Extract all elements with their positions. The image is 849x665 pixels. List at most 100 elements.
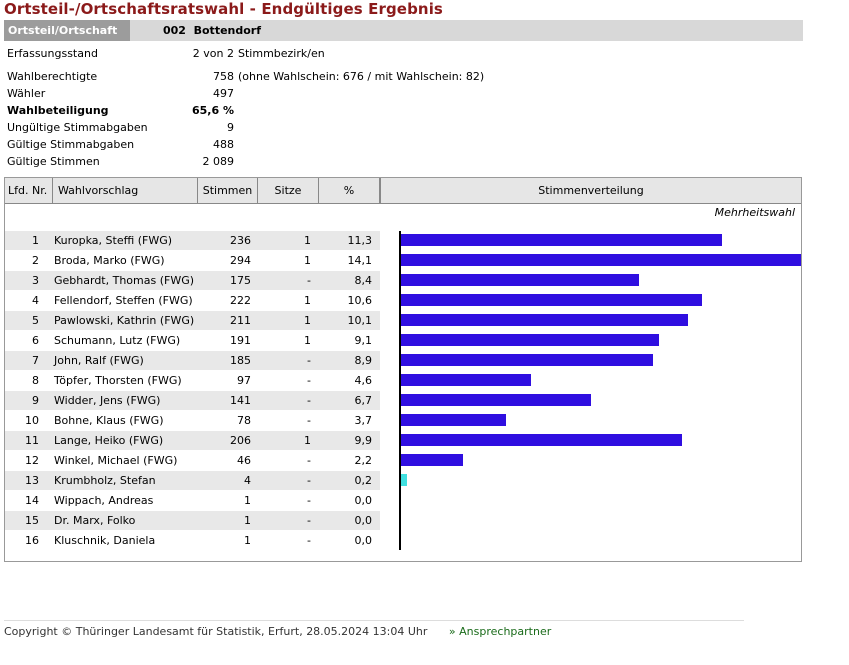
table-header: Lfd. Nr. Wahlvorschlag Stimmen Sitze % S…: [5, 178, 801, 204]
cell-votes: 1: [244, 494, 251, 507]
cell-nr: 14: [25, 494, 39, 507]
area-bar: Ortsteil/Ortschaft 002 Bottendorf: [4, 20, 803, 41]
table-row: 11 Lange, Heiko (FWG) 206 1 9,9: [5, 431, 801, 451]
area-label: Ortsteil/Ortschaft: [4, 20, 130, 41]
cell-pct: 0,0: [354, 494, 373, 507]
summary-value: 758: [213, 70, 234, 83]
cell-pct: 3,7: [354, 414, 373, 427]
table-row: 4 Fellendorf, Steffen (FWG) 222 1 10,6: [5, 291, 801, 311]
contact-link[interactable]: » Ansprechpartner: [448, 625, 552, 638]
cell-votes: 1: [244, 534, 251, 547]
vote-share-bar: [401, 454, 463, 466]
cell-name: Wippach, Andreas: [54, 494, 154, 507]
cell-name: John, Ralf (FWG): [54, 354, 144, 367]
cell-nr: 9: [32, 394, 39, 407]
cell-votes: 4: [244, 474, 251, 487]
table-row: 14 Wippach, Andreas 1 - 0,0: [5, 491, 801, 511]
col-header-distribution: Stimmenverteilung: [380, 178, 801, 203]
summary-value: 2 von 2: [192, 47, 234, 60]
summary-key: Gültige Stimmen: [7, 155, 100, 168]
vote-share-bar: [401, 414, 506, 426]
summary-row: Wähler 497: [7, 87, 607, 103]
cell-pct: 11,3: [347, 234, 373, 247]
row-stripe: [5, 311, 380, 330]
cell-votes: 141: [230, 394, 251, 407]
footer-divider: [4, 620, 744, 621]
cell-name: Krumbholz, Stefan: [54, 474, 156, 487]
summary-key: Ungültige Stimmabgaben: [7, 121, 148, 134]
cell-pct: 0,2: [354, 474, 373, 487]
cell-pct: 0,0: [354, 514, 373, 527]
table-row: 10 Bohne, Klaus (FWG) 78 - 3,7: [5, 411, 801, 431]
cell-nr: 11: [25, 434, 39, 447]
row-stripe: [5, 271, 380, 290]
cell-name: Fellendorf, Steffen (FWG): [54, 294, 193, 307]
table-row: 13 Krumbholz, Stefan 4 - 0,2: [5, 471, 801, 491]
cell-pct: 10,6: [347, 294, 373, 307]
summary-key: Wahlbeteiligung: [7, 104, 109, 117]
summary-row: Erfassungsstand 2 von 2 Stimmbezirk/en: [7, 47, 607, 63]
cell-votes: 78: [237, 414, 251, 427]
row-stripe: [5, 351, 380, 370]
cell-seats: -: [307, 374, 311, 387]
cell-name: Lange, Heiko (FWG): [54, 434, 164, 447]
cell-nr: 3: [32, 274, 39, 287]
footer: Copyright © Thüringer Landesamt für Stat…: [4, 625, 551, 638]
cell-pct: 9,1: [354, 334, 373, 347]
cell-pct: 4,6: [354, 374, 373, 387]
cell-pct: 8,4: [354, 274, 373, 287]
cell-votes: 1: [244, 514, 251, 527]
cell-seats: -: [307, 534, 311, 547]
row-stripe: [5, 231, 380, 250]
table-row: 3 Gebhardt, Thomas (FWG) 175 - 8,4: [5, 271, 801, 291]
vote-share-bar: [401, 474, 407, 486]
cell-name: Schumann, Lutz (FWG): [54, 334, 181, 347]
summary-row: Wahlbeteiligung 65,6 %: [7, 104, 607, 120]
cell-votes: 191: [230, 334, 251, 347]
cell-name: Bohne, Klaus (FWG): [54, 414, 164, 427]
cell-name: Widder, Jens (FWG): [54, 394, 161, 407]
col-header-nr: Lfd. Nr.: [5, 178, 53, 203]
cell-seats: 1: [304, 294, 311, 307]
summary-note: (ohne Wahlschein: 676 / mit Wahlschein: …: [238, 70, 485, 83]
cell-nr: 15: [25, 514, 39, 527]
cell-nr: 16: [25, 534, 39, 547]
cell-nr: 8: [32, 374, 39, 387]
vote-share-bar: [401, 314, 688, 326]
cell-seats: 1: [304, 314, 311, 327]
chart-axis: [399, 231, 401, 550]
cell-seats: -: [307, 414, 311, 427]
cell-seats: -: [307, 274, 311, 287]
cell-seats: -: [307, 474, 311, 487]
table-row: 9 Widder, Jens (FWG) 141 - 6,7: [5, 391, 801, 411]
cell-nr: 12: [25, 454, 39, 467]
table-row: 6 Schumann, Lutz (FWG) 191 1 9,1: [5, 331, 801, 351]
vote-share-bar: [401, 274, 639, 286]
cell-votes: 185: [230, 354, 251, 367]
col-header-name: Wahlvorschlag: [53, 178, 198, 203]
row-stripe: [5, 511, 380, 530]
cell-pct: 6,7: [354, 394, 373, 407]
cell-nr: 6: [32, 334, 39, 347]
summary-row: Wahlberechtigte 758 (ohne Wahlschein: 676 …: [7, 70, 607, 86]
page-title: Ortsteil-/Ortschaftsratswahl - Endgültig…: [4, 0, 443, 18]
vote-share-bar: [401, 434, 682, 446]
cell-name: Töpfer, Thorsten (FWG): [54, 374, 182, 387]
table-row: 1 Kuropka, Steffi (FWG) 236 1 11,3: [5, 231, 801, 251]
cell-votes: 97: [237, 374, 251, 387]
cell-seats: -: [307, 354, 311, 367]
cell-votes: 222: [230, 294, 251, 307]
col-header-votes: Stimmen: [198, 178, 258, 203]
col-header-seats: Sitze: [258, 178, 319, 203]
summary-row: Gültige Stimmabgaben 488: [7, 138, 607, 154]
cell-seats: 1: [304, 254, 311, 267]
vote-share-bar: [401, 374, 531, 386]
table-row: 7 John, Ralf (FWG) 185 - 8,9: [5, 351, 801, 371]
cell-votes: 206: [230, 434, 251, 447]
table-row: 5 Pawlowski, Kathrin (FWG) 211 1 10,1: [5, 311, 801, 331]
cell-name: Pawlowski, Kathrin (FWG): [54, 314, 195, 327]
table-row: 8 Töpfer, Thorsten (FWG) 97 - 4,6: [5, 371, 801, 391]
cell-name: Gebhardt, Thomas (FWG): [54, 274, 195, 287]
cell-pct: 0,0: [354, 534, 373, 547]
summary-value: 488: [213, 138, 234, 151]
